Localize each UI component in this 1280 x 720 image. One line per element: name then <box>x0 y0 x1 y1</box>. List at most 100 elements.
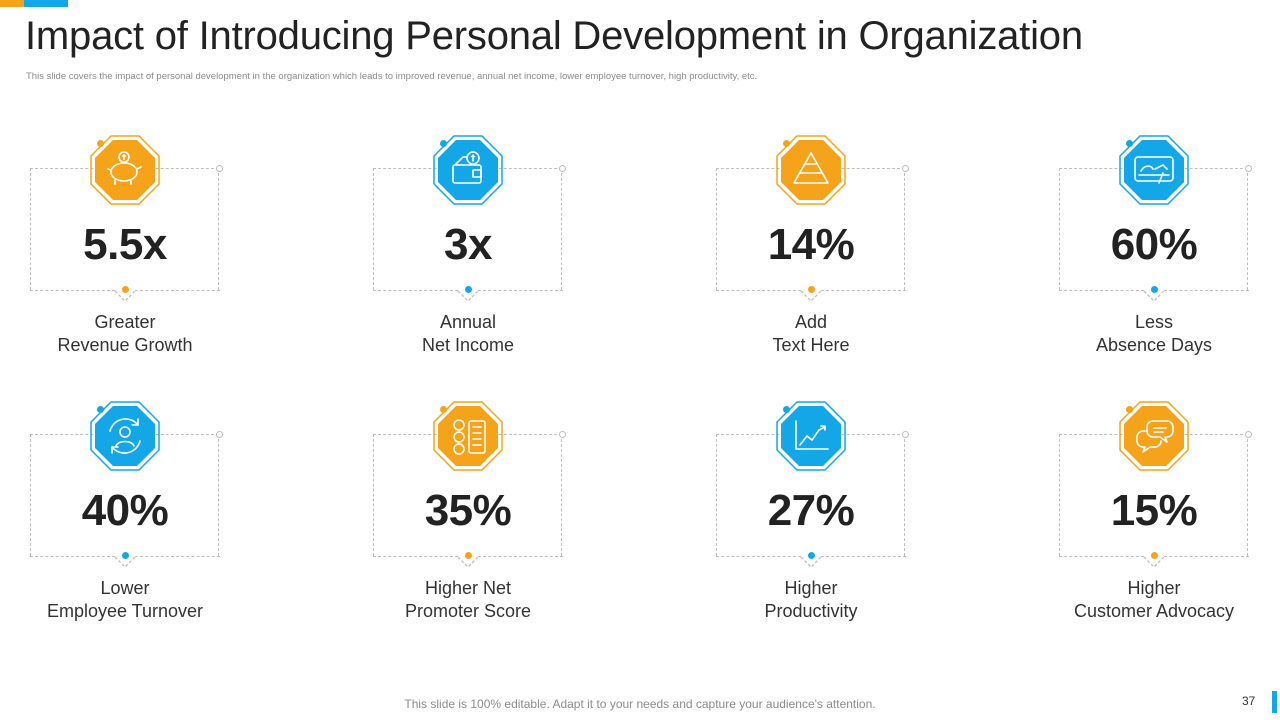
metric-value: 35% <box>424 486 512 535</box>
card-frame-edge <box>1164 556 1249 557</box>
accent-bar-orange <box>0 0 24 7</box>
metric-value: 60% <box>1110 220 1198 269</box>
feedback-faces-icon <box>433 401 503 471</box>
metric-label-line2: Text Here <box>772 335 850 355</box>
frame-end-dot <box>902 165 909 172</box>
page-number: 37 <box>1242 694 1256 708</box>
badge-dot <box>1126 140 1133 147</box>
card-frame-edge <box>716 290 801 291</box>
frame-end-dot <box>216 431 223 438</box>
metric-value: 40% <box>81 486 169 535</box>
pointer-dot <box>464 552 472 559</box>
frame-end-dot <box>902 431 909 438</box>
frame-end-dot <box>559 165 566 172</box>
metric-value: 15% <box>1110 486 1198 535</box>
metric-card-employee-turnover: 40% Lower Employee Turnover <box>25 401 245 641</box>
metric-label-line1: Annual <box>439 312 497 332</box>
accent-bar-blue <box>24 0 68 7</box>
card-frame-edge <box>30 290 115 291</box>
metric-card-add-text: 14% Add Text Here <box>711 135 931 375</box>
badge-dot <box>440 140 447 147</box>
card-pointer <box>457 556 479 568</box>
growth-chart-icon <box>776 401 846 471</box>
metric-label-line2: Net Income <box>421 335 515 355</box>
badge-dot <box>97 406 104 413</box>
card-frame-edge <box>821 290 906 291</box>
slide-subtitle: This slide covers the impact of personal… <box>26 71 758 82</box>
metric-label-line1: Higher <box>784 578 838 598</box>
badge-dot <box>440 406 447 413</box>
metric-label-line2: Absence Days <box>1095 335 1213 355</box>
bed-icon <box>1119 135 1189 205</box>
metric-label: Add Text Here <box>696 311 926 357</box>
pointer-dot <box>464 286 472 293</box>
pointer-dot <box>807 552 815 559</box>
badge-dot <box>97 140 104 147</box>
card-frame-edge <box>135 556 220 557</box>
card-pointer <box>800 556 822 568</box>
card-frame-edge <box>373 290 458 291</box>
footer-note: This slide is 100% editable. Adapt it to… <box>404 697 876 711</box>
metric-label: Less Absence Days <box>1039 311 1269 357</box>
pointer-dot <box>807 286 815 293</box>
card-frame-edge <box>373 556 458 557</box>
metric-label: Higher Net Promoter Score <box>353 577 583 623</box>
card-pointer <box>1143 556 1165 568</box>
pointer-dot <box>1150 286 1158 293</box>
metric-label-line2: Employee Turnover <box>46 601 204 621</box>
frame-end-dot <box>559 431 566 438</box>
metric-card-net-income: 3x Annual Net Income <box>368 135 588 375</box>
card-pointer <box>800 290 822 302</box>
piggy-bank-icon <box>90 135 160 205</box>
badge-dot <box>1126 406 1133 413</box>
metric-label-line1: Higher <box>1127 578 1181 598</box>
wallet-money-icon <box>433 135 503 205</box>
metric-label-line1: Add <box>794 312 828 332</box>
metric-label-line2: Productivity <box>764 601 858 621</box>
card-frame-edge <box>478 556 563 557</box>
frame-end-dot <box>216 165 223 172</box>
metric-label: Lower Employee Turnover <box>10 577 240 623</box>
pyramid-icon <box>776 135 846 205</box>
metric-value: 14% <box>767 220 855 269</box>
metric-label-line1: Greater <box>94 312 156 332</box>
card-frame-edge <box>716 556 801 557</box>
metric-value: 3x <box>444 220 492 269</box>
badge-dot <box>783 140 790 147</box>
metric-label-line2: Promoter Score <box>404 601 532 621</box>
slide-title: Impact of Introducing Personal Developme… <box>25 14 1083 58</box>
card-pointer <box>114 290 136 302</box>
metric-label: Higher Productivity <box>696 577 926 623</box>
metric-card-revenue-growth: 5.5x Greater Revenue Growth <box>25 135 245 375</box>
metric-label-line1: Higher Net <box>424 578 512 598</box>
chat-bubbles-icon <box>1119 401 1189 471</box>
metric-value: 5.5x <box>83 220 167 269</box>
metric-card-promoter-score: 35% Higher Net Promoter Score <box>368 401 588 641</box>
card-frame-edge <box>30 556 115 557</box>
metric-label-line2: Customer Advocacy <box>1073 601 1235 621</box>
card-frame-edge <box>135 290 220 291</box>
card-pointer <box>114 556 136 568</box>
metric-label: Annual Net Income <box>353 311 583 357</box>
frame-end-dot <box>1245 165 1252 172</box>
pointer-dot <box>121 552 129 559</box>
metric-label: Greater Revenue Growth <box>10 311 240 357</box>
card-frame-edge <box>478 290 563 291</box>
card-pointer <box>457 290 479 302</box>
metric-value: 27% <box>767 486 855 535</box>
pointer-dot <box>1150 552 1158 559</box>
frame-end-dot <box>1245 431 1252 438</box>
metric-label-line2: Revenue Growth <box>57 335 193 355</box>
metric-card-absence-days: 60% Less Absence Days <box>1054 135 1274 375</box>
card-frame-edge <box>821 556 906 557</box>
employee-cycle-icon <box>90 401 160 471</box>
metric-label: Higher Customer Advocacy <box>1039 577 1269 623</box>
metric-label-line1: Lower <box>100 578 150 598</box>
metric-label-line1: Less <box>1134 312 1174 332</box>
badge-dot <box>783 406 790 413</box>
card-frame-edge <box>1059 290 1144 291</box>
card-pointer <box>1143 290 1165 302</box>
metric-card-productivity: 27% Higher Productivity <box>711 401 931 641</box>
pointer-dot <box>121 286 129 293</box>
metric-card-customer-advocacy: 15% Higher Customer Advocacy <box>1054 401 1274 641</box>
